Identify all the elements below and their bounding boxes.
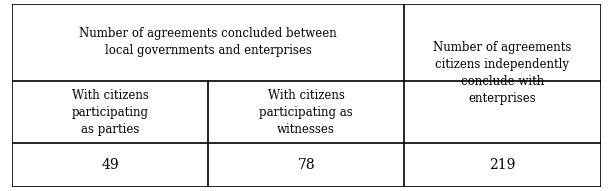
Text: Number of agreements
citizens independently
conclude with
enterprises: Number of agreements citizens independen… xyxy=(433,41,572,105)
Text: With citizens
participating as
witnesses: With citizens participating as witnesses xyxy=(259,88,353,135)
Text: Number of agreements concluded between
local governments and enterprises: Number of agreements concluded between l… xyxy=(79,27,337,57)
Text: With citizens
participating
as parties: With citizens participating as parties xyxy=(72,88,149,135)
Text: 78: 78 xyxy=(297,158,315,172)
Text: 219: 219 xyxy=(489,158,516,172)
Text: 49: 49 xyxy=(101,158,119,172)
